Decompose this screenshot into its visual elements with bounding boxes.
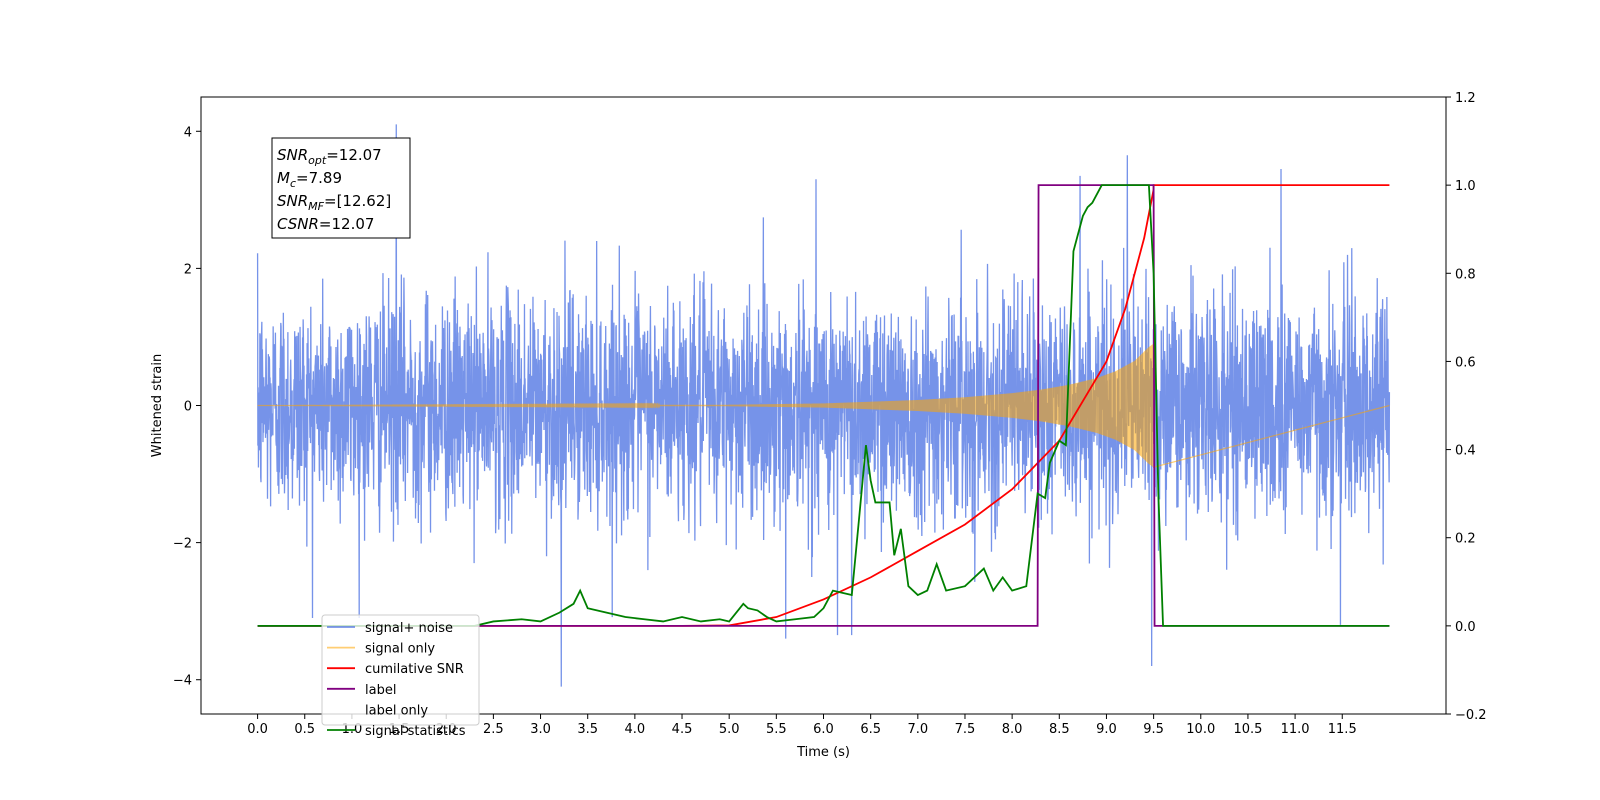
legend: signal+ noise signal only cumilative SNR la… (321, 614, 480, 739)
annotation-line: SNRMF=[12.62] (277, 192, 391, 213)
series-signal-noise (256, 124, 1391, 687)
x-tick-label: 6.5 (860, 722, 881, 737)
x-tick-label: 2.0 (436, 722, 457, 737)
x-tick-label: 2.5 (483, 722, 504, 737)
y-axis-right: −0.2 0.0 0.2 0.4 0.6 0.8 1.0 1.2 (1446, 91, 1487, 723)
x-tick-label: 9.0 (1096, 722, 1117, 737)
y2-tick-label: 0.8 (1455, 267, 1476, 282)
x-tick-label: 5.5 (766, 722, 787, 737)
series-signal-only (257, 344, 1390, 468)
x-tick-label: 11.0 (1281, 722, 1310, 737)
x-axis-label: Time (s) (796, 745, 850, 760)
y2-tick-label: 0.2 (1455, 532, 1476, 547)
x-tick-label: 11.5 (1328, 722, 1357, 737)
legend-entry-label-only: label only (365, 703, 428, 718)
y-axis-left: −4 −2 0 2 4 (173, 125, 201, 689)
plot-area (256, 124, 1391, 687)
y2-tick-label: 0.4 (1455, 444, 1476, 459)
legend-entry-signal-only: signal only (365, 642, 435, 657)
x-tick-label: 0.0 (247, 722, 268, 737)
x-tick-label: 9.5 (1143, 722, 1164, 737)
legend-frame (321, 614, 480, 726)
y2-tick-label: 1.2 (1455, 91, 1476, 106)
x-tick-label: 3.0 (530, 722, 551, 737)
y2-tick-label: 0.6 (1455, 355, 1476, 370)
x-tick-label: 6.0 (813, 722, 834, 737)
x-tick-label: 10.5 (1233, 722, 1262, 737)
x-axis: 0.0 0.5 1.0 1.5 2.0 2.5 3.0 3.5 4.0 4.5 5.0 5.5 6.0 6… (247, 714, 1357, 737)
legend-entry-signal-statistics: signal statistics (365, 724, 466, 739)
x-tick-label: 3.5 (577, 722, 598, 737)
legend-entry-signal-noise: signal+ noise (365, 621, 453, 636)
x-tick-label: 4.0 (625, 722, 646, 737)
annotation-line: CSNR=12.07 (277, 215, 374, 233)
y2-tick-label: 0.0 (1455, 620, 1476, 635)
x-tick-label: 10.0 (1186, 722, 1215, 737)
y-tick-label: −2 (173, 537, 192, 552)
y-tick-label: −4 (173, 674, 192, 689)
y2-tick-label: −0.2 (1455, 708, 1487, 723)
x-tick-label: 8.5 (1049, 722, 1070, 737)
y-axis-label: Whitened strain (150, 354, 165, 457)
x-tick-label: 5.0 (719, 722, 740, 737)
x-tick-label: 1.5 (389, 722, 410, 737)
annotation-line: Mc=7.89 (277, 169, 342, 190)
x-tick-label: 8.0 (1002, 722, 1023, 737)
y-tick-label: 4 (184, 125, 192, 140)
annotation-line: SNRopt=12.07 (277, 146, 382, 167)
series-signal-statistics (257, 184, 1390, 627)
x-tick-label: 7.5 (955, 722, 976, 737)
legend-entry-cumilative-snr: cumilative SNR (365, 662, 464, 677)
legend-entry-label: label (365, 683, 396, 698)
y-tick-label: 2 (184, 262, 192, 277)
x-tick-label: 4.5 (672, 722, 693, 737)
y2-tick-label: 1.0 (1455, 179, 1476, 194)
annotation-frame (271, 137, 411, 239)
y-tick-label: 0 (184, 400, 192, 415)
x-tick-label: 7.0 (907, 722, 928, 737)
x-tick-label: 0.5 (294, 722, 315, 737)
